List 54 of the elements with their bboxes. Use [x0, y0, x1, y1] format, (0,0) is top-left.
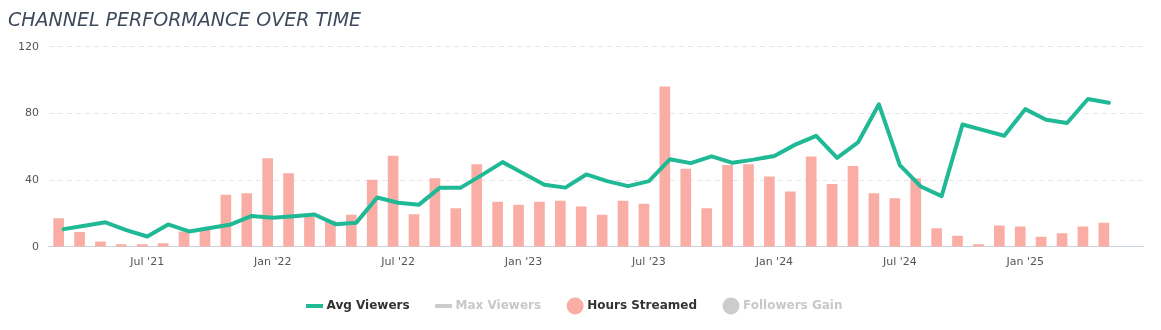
bar [847, 165, 859, 247]
bar [701, 208, 712, 247]
x-tick-label: Jul '24 [881, 255, 917, 269]
bar [304, 216, 315, 247]
bar [596, 214, 608, 247]
bar [1098, 222, 1110, 247]
y-tick-label: 0 [32, 239, 39, 253]
bar [826, 183, 838, 247]
bar [784, 191, 796, 247]
bar [743, 164, 754, 247]
bar [910, 178, 922, 247]
x-tick-label: Jul '21 [129, 255, 165, 269]
bar [805, 156, 817, 247]
bar [450, 208, 462, 247]
bar [659, 86, 671, 247]
y-tick-label: 80 [25, 106, 39, 120]
bar [534, 201, 545, 247]
bar [492, 201, 503, 247]
x-tick-label: Jan '24 [754, 255, 794, 269]
bar [74, 231, 85, 247]
chart-title: CHANNEL PERFORMANCE OVER TIME [8, 8, 362, 31]
bar [241, 193, 253, 247]
bar [952, 235, 963, 247]
bar [1014, 226, 1026, 247]
y-tick-label: 120 [18, 39, 39, 53]
bar [868, 193, 880, 247]
bar [680, 168, 692, 247]
bar [575, 206, 587, 247]
x-tick-label: Jul '23 [631, 255, 666, 269]
bar [283, 173, 294, 247]
bar [408, 214, 420, 247]
bar [366, 179, 378, 247]
bar [638, 203, 650, 247]
bar [617, 200, 629, 247]
bar [722, 164, 733, 247]
bar [1056, 233, 1068, 247]
x-tick-label: Jul '22 [380, 255, 415, 269]
bar [994, 225, 1005, 247]
bar [931, 228, 942, 247]
legend-label: Hours Streamed [587, 298, 697, 313]
bar [95, 241, 106, 247]
bar [513, 204, 524, 247]
bar [53, 218, 64, 247]
bar [262, 158, 273, 247]
x-tick-label: Jan '23 [503, 255, 543, 269]
bar [764, 176, 775, 247]
bar [555, 200, 566, 247]
bar [889, 198, 901, 247]
y-tick-label: 40 [25, 172, 39, 186]
x-tick-label: Jan '25 [1005, 255, 1044, 269]
legend-label: Avg Viewers [326, 298, 410, 313]
x-tick-label: Jan '22 [252, 255, 292, 269]
bar [471, 164, 483, 247]
bar [1077, 226, 1089, 247]
